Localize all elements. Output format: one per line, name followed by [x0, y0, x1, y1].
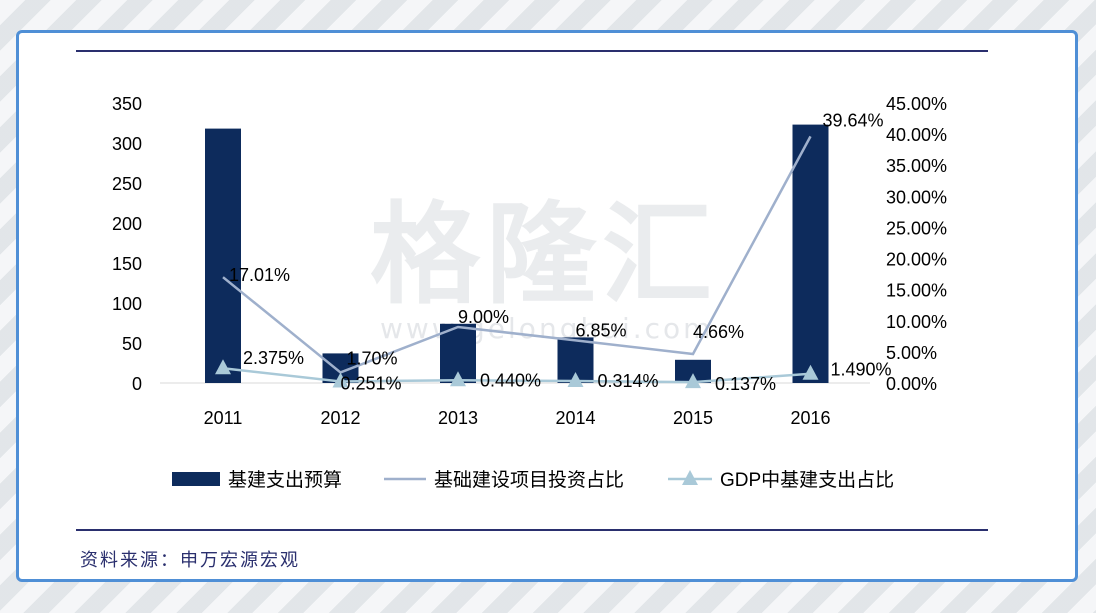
- watermark-url: www.gelonghui.com: [380, 312, 714, 345]
- data-label: 0.440%: [480, 370, 541, 390]
- gdp-share-line: 2.375% 0.251% 0.440% 0.314% 0.137% 1.490%: [215, 348, 892, 394]
- right-tick-label: 10.00%: [886, 312, 947, 332]
- legend-swatch-bar: [172, 472, 220, 486]
- x-tick-label: 2016: [790, 408, 830, 428]
- triangle-marker: [567, 372, 584, 388]
- right-tick-label: 15.00%: [886, 281, 947, 301]
- right-tick-label: 5.00%: [886, 343, 937, 363]
- chart-frame: [16, 30, 1078, 582]
- top-rule: [76, 50, 988, 52]
- triangle-marker: [450, 371, 466, 387]
- left-tick-label: 250: [112, 174, 142, 194]
- data-label: 9.00%: [458, 307, 509, 327]
- left-tick-label: 350: [112, 94, 142, 114]
- data-label: 1.70%: [347, 348, 398, 368]
- left-tick-label: 150: [112, 254, 142, 274]
- right-tick-label: 25.00%: [886, 218, 947, 238]
- left-tick-label: 100: [112, 294, 142, 314]
- bar: [792, 124, 829, 383]
- right-tick-label: 35.00%: [886, 156, 947, 176]
- source-note: 资料来源：申万宏源宏观: [80, 550, 300, 571]
- bottom-rule: [76, 529, 988, 531]
- bar-series: [205, 124, 829, 383]
- triangle-marker: [685, 373, 701, 389]
- right-axis: 0.00% 5.00% 10.00% 15.00% 20.00% 25.00% 30.00%…: [886, 94, 947, 394]
- legend-label: GDP中基建支出占比: [720, 469, 894, 491]
- series-line: [222, 366, 811, 384]
- data-label: 0.314%: [598, 371, 659, 391]
- legend-triangle-marker: [682, 470, 698, 485]
- data-label: 17.01%: [229, 265, 290, 285]
- right-tick-label: 40.00%: [886, 125, 947, 145]
- legend: 基建支出预算 基础建设项目投资占比 GDP中基建支出占比: [172, 469, 894, 491]
- triangle-marker: [332, 372, 349, 388]
- investment-share-line: 17.01% 1.70% 9.00% 6.85% 4.66% 39.64%: [222, 110, 884, 374]
- right-tick-label: 30.00%: [886, 187, 947, 207]
- series-line: [222, 135, 812, 374]
- data-label: 2.375%: [243, 348, 304, 368]
- data-label: 4.66%: [693, 322, 744, 342]
- legend-label: 基建支出预算: [228, 469, 342, 491]
- triangle-marker: [802, 364, 819, 380]
- data-label: 0.251%: [341, 373, 402, 393]
- left-tick-label: 50: [122, 334, 142, 354]
- x-tick-label: 2015: [673, 408, 713, 428]
- right-tick-label: 0.00%: [886, 374, 937, 394]
- data-label: 39.64%: [823, 110, 884, 130]
- x-tick-label: 2014: [555, 408, 595, 428]
- left-axis: 0 50 100 150 200 250 300 350: [112, 94, 142, 394]
- left-tick-label: 0: [132, 374, 142, 394]
- bar: [675, 359, 711, 383]
- data-label: 0.137%: [715, 374, 776, 394]
- bar: [205, 128, 241, 383]
- right-tick-label: 20.00%: [886, 250, 947, 270]
- x-tick-label: 2011: [204, 408, 243, 428]
- x-tick-label: 2012: [320, 408, 360, 428]
- left-tick-label: 200: [112, 214, 142, 234]
- x-axis-labels: 2011 2012 2013 2014 2015 2016: [204, 408, 831, 428]
- data-label: 6.85%: [576, 320, 627, 340]
- watermark-logo: 格隆汇: [370, 191, 718, 319]
- left-tick-label: 300: [112, 134, 142, 154]
- data-label: 1.490%: [831, 360, 892, 380]
- x-tick-label: 2013: [438, 408, 478, 428]
- legend-label: 基础建设项目投资占比: [434, 469, 624, 491]
- triangle-marker: [215, 359, 231, 375]
- right-tick-label: 45.00%: [886, 94, 947, 114]
